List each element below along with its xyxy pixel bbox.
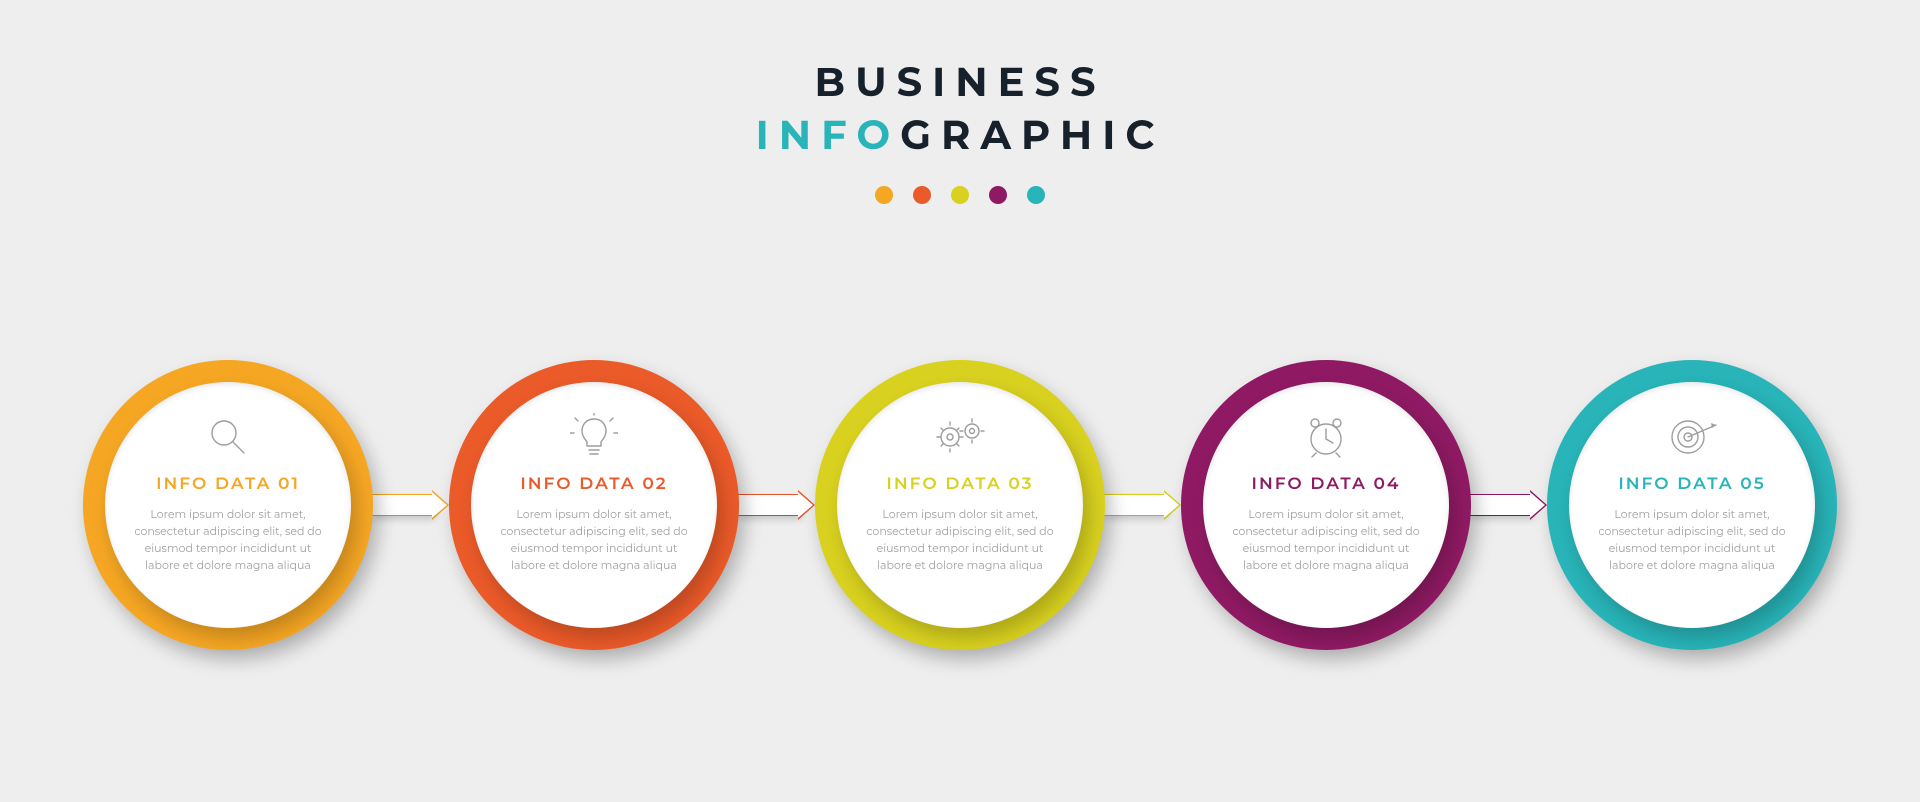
title-line1: BUSINESS (0, 58, 1920, 107)
step-body: Lorem ipsum dolor sit amet, consectetur … (1231, 506, 1421, 574)
step-disc: INFO DATA 01 Lorem ipsum dolor sit amet,… (105, 382, 351, 628)
legend-dot (1027, 186, 1045, 204)
step: INFO DATA 04 Lorem ipsum dolor sit amet,… (1181, 360, 1471, 650)
legend-dot (951, 186, 969, 204)
step-disc: INFO DATA 03 Lorem ipsum dolor sit amet,… (837, 382, 1083, 628)
step-disc: INFO DATA 02 Lorem ipsum dolor sit amet,… (471, 382, 717, 628)
step: INFO DATA 03 Lorem ipsum dolor sit amet,… (815, 360, 1105, 650)
step-title: INFO DATA 05 (1618, 474, 1765, 494)
step-disc: INFO DATA 04 Lorem ipsum dolor sit amet,… (1203, 382, 1449, 628)
step: INFO DATA 02 Lorem ipsum dolor sit amet,… (449, 360, 739, 650)
lightbulb-icon (570, 406, 618, 468)
step-title: INFO DATA 01 (156, 474, 300, 494)
title-accent: INFO (756, 111, 901, 160)
connector-arrow (1469, 491, 1549, 519)
title-line2: INFOGRAPHIC (0, 111, 1920, 160)
connector-arrow (1103, 491, 1183, 519)
legend-dot (875, 186, 893, 204)
clock-icon (1302, 406, 1350, 468)
target-icon (1666, 406, 1718, 468)
magnifier-icon (204, 406, 252, 468)
step-title: INFO DATA 03 (886, 474, 1033, 494)
step: INFO DATA 05 Lorem ipsum dolor sit amet,… (1547, 360, 1837, 650)
title-rest: GRAPHIC (900, 111, 1164, 160)
gears-icon (932, 406, 988, 468)
step-body: Lorem ipsum dolor sit amet, consectetur … (133, 506, 323, 574)
step-body: Lorem ipsum dolor sit amet, consectetur … (1597, 506, 1787, 574)
step-body: Lorem ipsum dolor sit amet, consectetur … (499, 506, 689, 574)
step-disc: INFO DATA 05 Lorem ipsum dolor sit amet,… (1569, 382, 1815, 628)
legend-dots (0, 186, 1920, 204)
step-body: Lorem ipsum dolor sit amet, consectetur … (865, 506, 1055, 574)
header: BUSINESS INFOGRAPHIC (0, 58, 1920, 204)
legend-dot (913, 186, 931, 204)
legend-dot (989, 186, 1007, 204)
step: INFO DATA 01 Lorem ipsum dolor sit amet,… (83, 360, 373, 650)
step-title: INFO DATA 04 (1252, 474, 1401, 494)
connector-arrow (371, 491, 451, 519)
step-title: INFO DATA 02 (520, 474, 667, 494)
connector-arrow (737, 491, 817, 519)
steps-row: INFO DATA 01 Lorem ipsum dolor sit amet,… (0, 360, 1920, 650)
